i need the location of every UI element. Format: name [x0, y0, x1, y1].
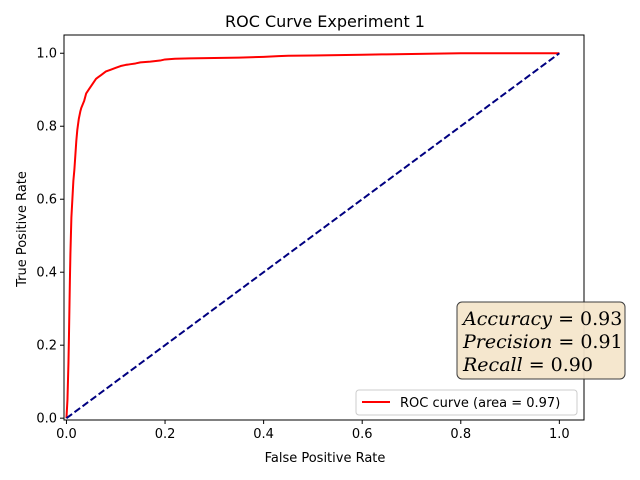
x-tick-label: 0.8 [450, 427, 471, 442]
x-tick-label: 0.0 [56, 427, 77, 442]
x-tick-label: 0.2 [155, 427, 176, 442]
x-tick-label: 1.0 [549, 427, 570, 442]
metrics-annotation: Accuracy = 0.93 Precision = 0.91 Recall … [456, 301, 626, 380]
precision-text: Precision = 0.91 [462, 331, 623, 353]
axis-ticks: 0.0 0.2 0.4 0.6 0.8 1.0 0.0 0.2 0.4 0.6 0.8 1.0 [36, 47, 569, 442]
diagonal-reference-line [65, 52, 560, 419]
precision-value: 0.91 [580, 331, 622, 353]
x-tick-label: 0.4 [253, 427, 274, 442]
y-axis-title: True Positive Rate [15, 171, 30, 288]
precision-equals: = [552, 331, 580, 353]
plot-area [65, 52, 560, 419]
legend-box [355, 389, 578, 416]
y-tick-label: 0.8 [36, 120, 57, 135]
accuracy-equals: = [552, 308, 580, 330]
legend-label-roc: ROC curve (area = 0.97) [400, 396, 560, 411]
recall-text: Recall = 0.90 [462, 354, 593, 376]
y-tick-label: 0.2 [36, 339, 57, 354]
accuracy-label: Accuracy [461, 308, 552, 330]
recall-label: Recall [462, 354, 523, 376]
y-tick-label: 0.4 [36, 266, 57, 281]
plot-frame [63, 34, 585, 421]
legend: ROC curve (area = 0.97) [355, 389, 578, 416]
accuracy-value: 0.93 [580, 308, 622, 330]
y-tick-label: 0.6 [36, 193, 57, 208]
precision-label: Precision [462, 331, 552, 353]
recall-equals: = [523, 354, 551, 376]
accuracy-text: Accuracy = 0.93 [461, 308, 622, 330]
metrics-box [456, 301, 626, 380]
x-tick-label: 0.6 [352, 427, 373, 442]
recall-value: 0.90 [551, 354, 593, 376]
y-tick-label: 1.0 [36, 47, 57, 62]
roc-curve-line [65, 52, 560, 419]
y-tick-label: 0.0 [36, 412, 57, 427]
x-axis-title: False Positive Rate [265, 451, 386, 466]
chart-title: ROC Curve Experiment 1 [225, 12, 425, 31]
